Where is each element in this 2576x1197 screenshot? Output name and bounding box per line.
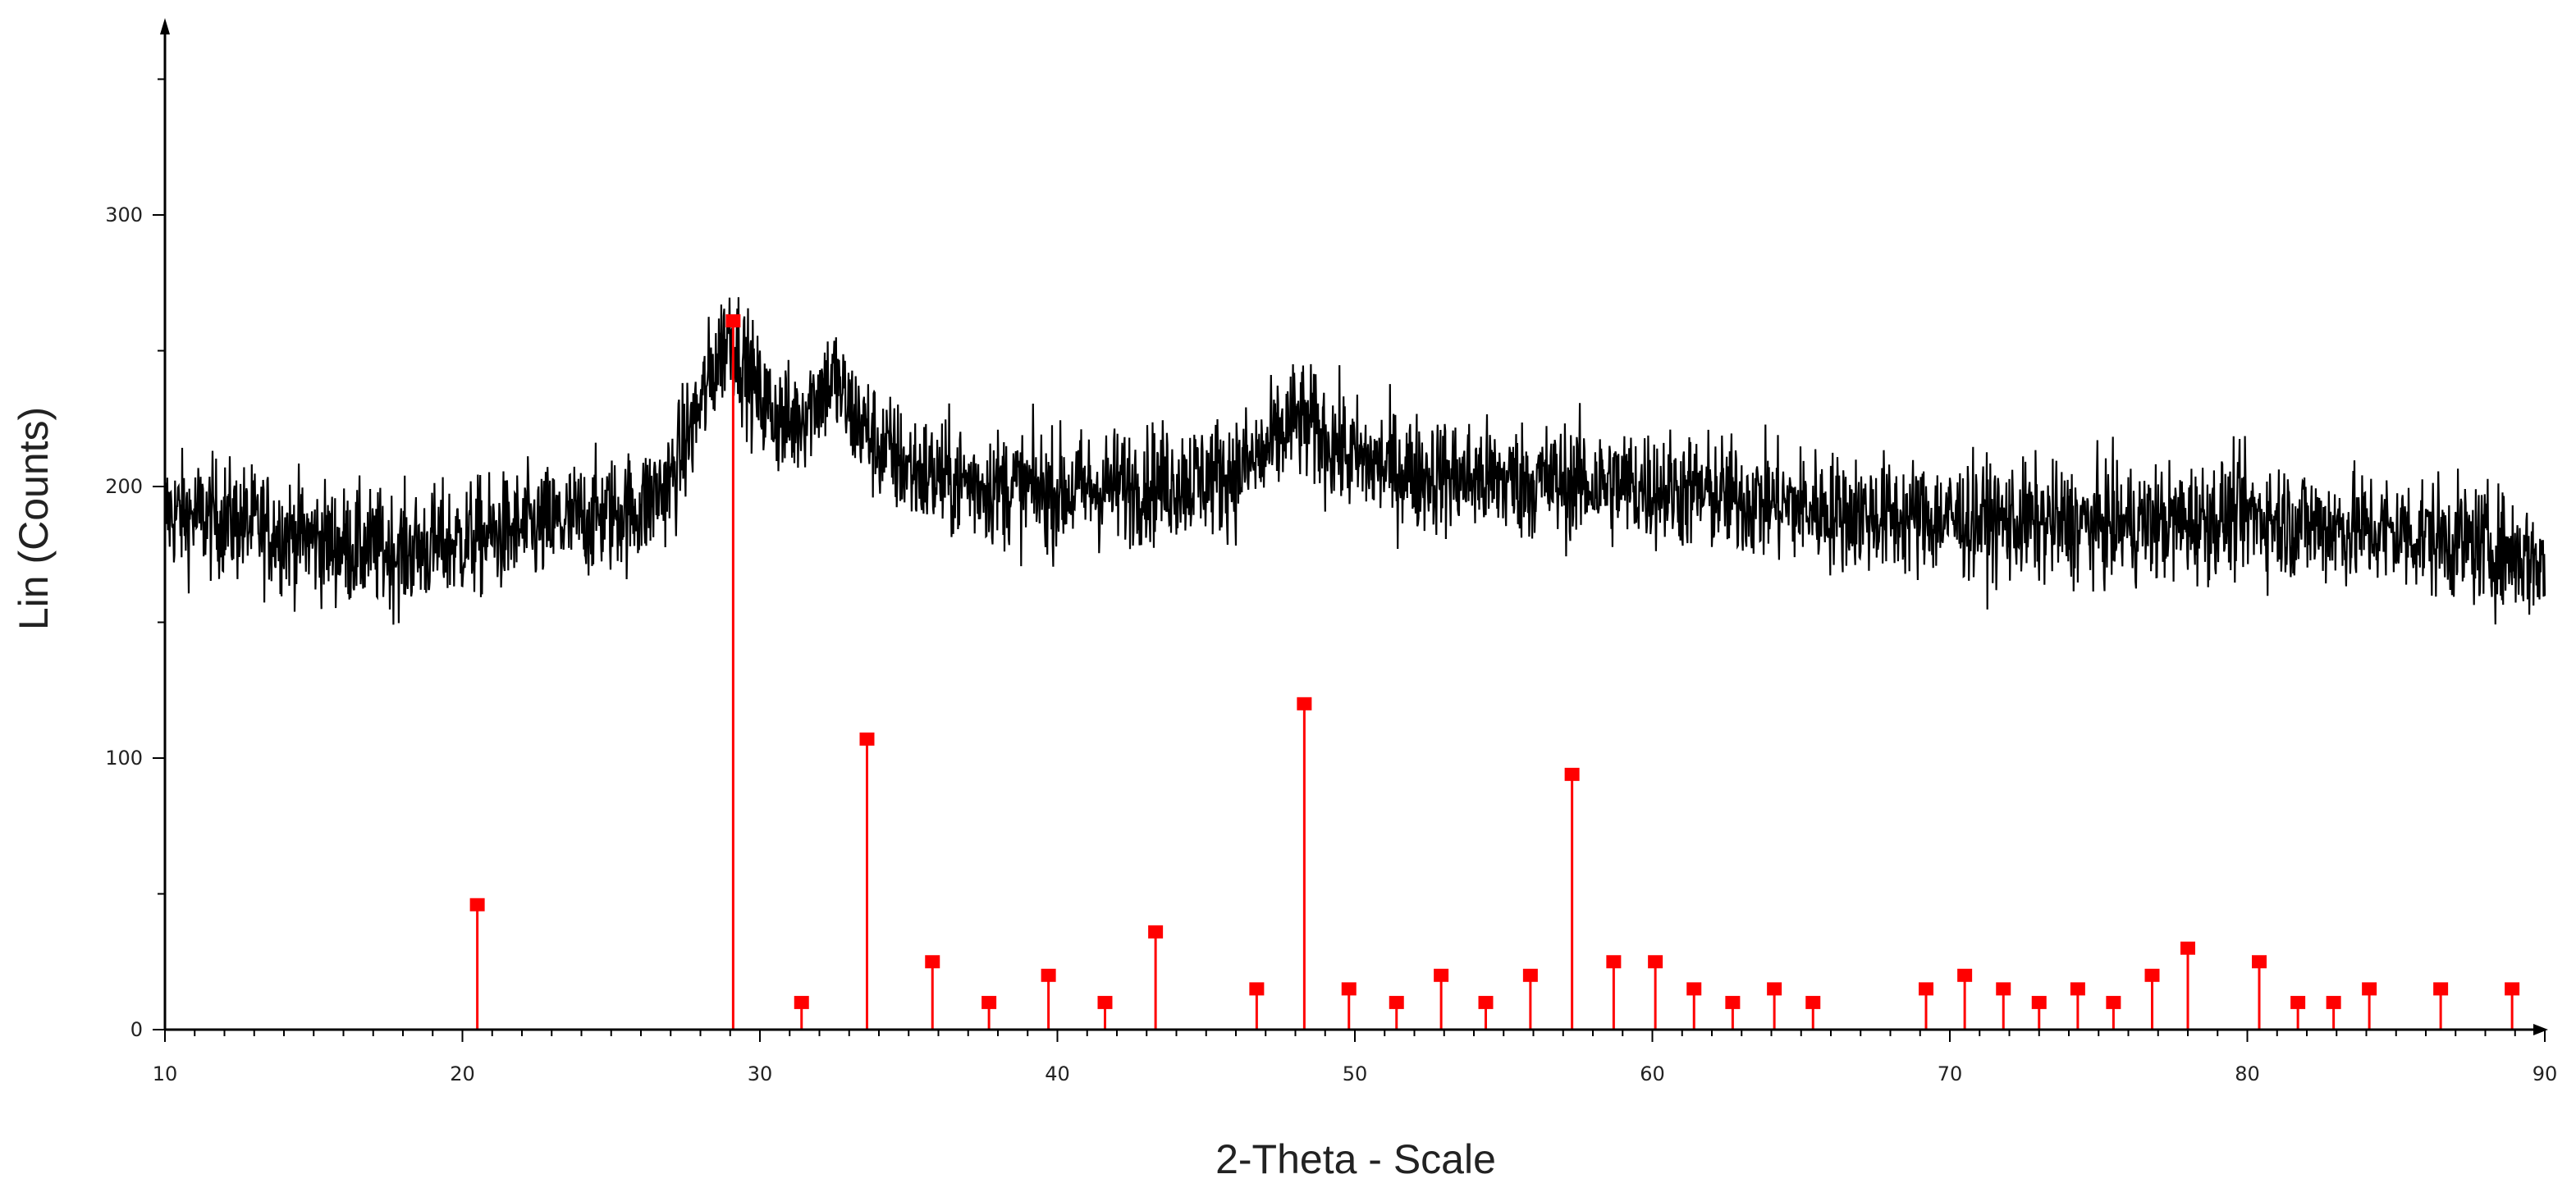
- axes: [153, 18, 2548, 1042]
- reference-peak-marker: [2144, 968, 2160, 982]
- reference-peak-marker: [1522, 968, 1538, 982]
- reference-peak: [2433, 982, 2449, 1030]
- reference-peak: [925, 955, 940, 1030]
- reference-peak: [794, 995, 809, 1030]
- reference-peak-marker: [2106, 995, 2121, 1009]
- x-tick-label: 80: [2235, 1062, 2260, 1085]
- reference-peak-marker: [469, 898, 485, 911]
- reference-peak-marker: [981, 995, 997, 1009]
- reference-peak: [2505, 982, 2520, 1030]
- reference-peak: [1996, 982, 2011, 1030]
- reference-peak: [1767, 982, 1782, 1030]
- reference-peak: [1957, 968, 1973, 1030]
- reference-peak: [2362, 982, 2377, 1030]
- reference-peak-marker: [859, 732, 875, 746]
- reference-peak: [1522, 968, 1538, 1030]
- x-tick-label: 90: [2533, 1062, 2558, 1085]
- x-tick-labels: 10 20 30 40 50 60 70 80 90: [153, 1062, 2558, 1085]
- reference-peak-marker: [1097, 995, 1113, 1009]
- reference-peak: [2180, 941, 2195, 1030]
- reference-peak-marker: [1148, 925, 1164, 939]
- reference-peak-marker: [1606, 955, 1622, 969]
- reference-peak: [1686, 982, 1702, 1030]
- x-tick-label: 60: [1640, 1062, 1665, 1085]
- reference-peak-marker: [1249, 982, 1265, 996]
- reference-peak-marker: [2031, 995, 2047, 1009]
- diffraction-pattern-path: [163, 297, 2546, 625]
- x-tick-label: 50: [1343, 1062, 1368, 1085]
- reference-peak: [1249, 982, 1265, 1030]
- reference-peak: [1389, 995, 1404, 1030]
- reference-peak: [2290, 995, 2306, 1030]
- reference-peak: [725, 314, 741, 1030]
- reference-peak: [1606, 955, 1622, 1030]
- x-tick-label: 70: [1938, 1062, 1963, 1085]
- reference-peak-marker: [2433, 982, 2449, 996]
- reference-peak: [2106, 995, 2121, 1030]
- reference-peak-marker: [1389, 995, 1404, 1009]
- y-tick-labels: 0 100 200 300: [105, 203, 143, 1041]
- y-tick-label: 0: [130, 1018, 143, 1041]
- reference-peak-marker: [1648, 955, 1663, 969]
- reference-peak-marker: [794, 995, 809, 1009]
- reference-peak-marker: [2180, 941, 2195, 955]
- reference-peak: [1341, 982, 1357, 1030]
- reference-peak: [1564, 767, 1580, 1030]
- y-axis-arrow: [160, 18, 170, 34]
- reference-peak-marker: [2290, 995, 2306, 1009]
- reference-peak: [981, 995, 997, 1030]
- reference-peak-marker: [1957, 968, 1973, 982]
- reference-peak: [2070, 982, 2085, 1030]
- x-tick-label: 10: [153, 1062, 178, 1085]
- reference-peak-marker: [1564, 767, 1580, 781]
- x-tick-label: 30: [748, 1062, 773, 1085]
- reference-peak-marker: [1919, 982, 1933, 996]
- reference-peak-marker: [2362, 982, 2377, 996]
- reference-peak-marker: [1297, 697, 1312, 710]
- reference-peak: [1097, 995, 1113, 1030]
- reference-peak-marker: [725, 314, 741, 328]
- x-axis-arrow: [2533, 1024, 2548, 1035]
- reference-peak: [1805, 995, 1821, 1030]
- x-axis-title: 2-Theta - Scale: [1215, 1136, 1496, 1182]
- x-tick-label: 40: [1045, 1062, 1070, 1085]
- reference-peak: [1434, 968, 1449, 1030]
- reference-peak: [469, 898, 485, 1030]
- reference-peak: [1041, 968, 1056, 1030]
- reference-peak-marker: [925, 955, 940, 969]
- reference-peak: [859, 732, 875, 1030]
- reference-peak-marker: [2505, 982, 2520, 996]
- reference-peak-marker: [1341, 982, 1357, 996]
- reference-peak: [1478, 995, 1494, 1030]
- reference-peak-marker: [1434, 968, 1449, 982]
- reference-peak-marker: [2070, 982, 2085, 996]
- reference-peak: [2252, 955, 2267, 1030]
- reference-peak: [1148, 925, 1164, 1030]
- y-tick-label: 300: [105, 203, 143, 226]
- reference-peak-marker: [1041, 968, 1056, 982]
- reference-peak-marker: [1725, 995, 1741, 1009]
- reference-peak-marker: [1478, 995, 1494, 1009]
- reference-peak: [2144, 968, 2160, 1030]
- reference-peak: [2031, 995, 2047, 1030]
- reference-peak-marker: [1805, 995, 1821, 1009]
- reference-peak: [2326, 995, 2341, 1030]
- diffraction-pattern-line: [163, 297, 2546, 625]
- reference-peak: [1648, 955, 1663, 1030]
- reference-peak-marker: [2326, 995, 2341, 1009]
- y-tick-label: 200: [105, 475, 143, 498]
- reference-peak: [1919, 982, 1933, 1030]
- reference-peak: [1725, 995, 1741, 1030]
- reference-peak: [1297, 697, 1312, 1030]
- reference-peak-marker: [2252, 955, 2267, 969]
- reference-peak-marker: [1996, 982, 2011, 996]
- reference-peak-marker: [1686, 982, 1702, 996]
- y-tick-label: 100: [105, 747, 143, 770]
- y-axis-title: Lin (Counts): [11, 407, 57, 630]
- reference-peak-marker: [1767, 982, 1782, 996]
- x-tick-label: 20: [450, 1062, 475, 1085]
- reference-peak-sticks: [469, 314, 2520, 1030]
